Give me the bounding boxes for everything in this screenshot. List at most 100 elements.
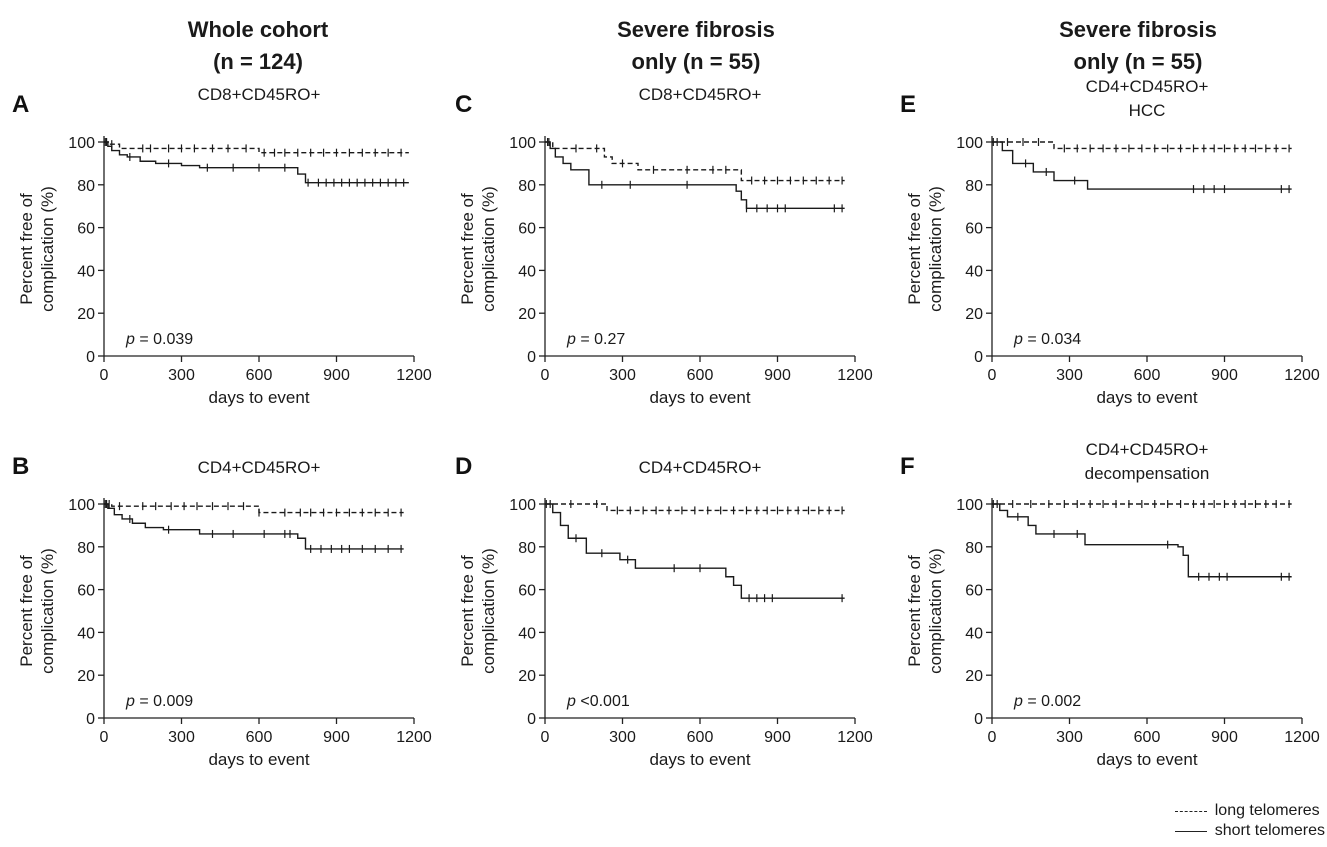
y-tick-label: 60: [518, 583, 536, 600]
x-tick-label: 300: [168, 729, 195, 746]
column-header-line2: only (n = 55): [631, 49, 761, 74]
column-header-line2: (n = 124): [213, 49, 303, 74]
x-axis-label: days to event: [1096, 750, 1197, 769]
y-axis-label: complication (%): [926, 186, 945, 312]
survival-curve-long: [545, 503, 845, 512]
y-tick-label: 100: [68, 135, 95, 152]
x-tick-label: 0: [988, 729, 997, 746]
panel-letter: F: [900, 453, 915, 480]
legend: long telomeres short telomeres: [1174, 801, 1325, 841]
panel-letter: D: [455, 453, 472, 480]
y-tick-label: 40: [965, 625, 983, 642]
x-tick-label: 300: [609, 367, 636, 384]
p-value-label: p = 0.039: [125, 331, 193, 348]
panel-title: CD4+CD45RO+: [1086, 77, 1209, 96]
p-symbol: p: [566, 693, 576, 710]
p-value-label: p = 0.034: [1013, 331, 1081, 348]
y-tick-label: 80: [518, 540, 536, 557]
p-symbol: p: [125, 693, 135, 710]
y-tick-label: 40: [518, 263, 536, 280]
solid-line-swatch: [1174, 830, 1207, 832]
legend-label-short: short telomeres: [1214, 822, 1325, 839]
x-tick-label: 900: [764, 729, 791, 746]
x-tick-label: 600: [246, 367, 273, 384]
panel-title: CD4+CD45RO+: [198, 458, 321, 477]
x-tick-label: 1200: [837, 367, 873, 384]
legend-label-long: long telomeres: [1214, 802, 1320, 819]
x-tick-label: 1200: [837, 729, 873, 746]
survival-curve-short: [545, 141, 845, 210]
y-axis-label: Percent free of: [17, 555, 36, 667]
y-tick-label: 20: [77, 306, 95, 323]
p-value: = 0.009: [135, 693, 193, 710]
x-tick-label: 900: [1211, 367, 1238, 384]
p-value-label: p = 0.002: [1013, 693, 1081, 710]
y-tick-label: 60: [965, 583, 983, 600]
y-tick-label: 60: [77, 583, 95, 600]
y-axis-label: complication (%): [926, 548, 945, 674]
y-tick-label: 20: [965, 306, 983, 323]
x-axis-label: days to event: [208, 388, 309, 407]
y-tick-label: 80: [518, 178, 536, 195]
y-axis-label: Percent free of: [458, 193, 477, 305]
y-tick-label: 100: [509, 135, 536, 152]
survival-curve-long: [992, 141, 1292, 150]
y-tick-label: 40: [965, 263, 983, 280]
x-tick-label: 1200: [1284, 367, 1320, 384]
p-symbol: p: [566, 331, 576, 348]
panel-title: HCC: [1129, 101, 1166, 120]
y-axis-label: Percent free of: [905, 555, 924, 667]
y-tick-label: 80: [77, 540, 95, 557]
p-symbol: p: [1013, 693, 1023, 710]
column-header-line1: Severe fibrosis: [1059, 17, 1217, 42]
column-header-line1: Whole cohort: [187, 17, 329, 42]
panel-title: CD4+CD45RO+: [639, 458, 762, 477]
survival-curve-long: [545, 141, 845, 182]
y-tick-label: 0: [86, 349, 95, 366]
x-tick-label: 1200: [396, 367, 432, 384]
y-tick-label: 0: [974, 349, 983, 366]
x-axis-label: days to event: [208, 750, 309, 769]
panel-title: decompensation: [1085, 464, 1210, 483]
y-tick-label: 20: [77, 668, 95, 685]
legend-item-short: short telomeres: [1174, 821, 1325, 841]
column-header-line1: Severe fibrosis: [617, 17, 775, 42]
p-value: = 0.27: [576, 331, 625, 348]
dashed-line-swatch: [1174, 810, 1207, 812]
x-tick-label: 1200: [396, 729, 432, 746]
y-tick-label: 80: [965, 178, 983, 195]
x-tick-label: 0: [100, 729, 109, 746]
p-value-label: p = 0.009: [125, 693, 193, 710]
column-header-severe-fibrosis-1: Severe fibrosis only (n = 55): [546, 14, 846, 78]
p-value-label: p = 0.27: [566, 331, 625, 348]
y-tick-label: 20: [518, 668, 536, 685]
panel-letter: C: [455, 91, 472, 118]
x-tick-label: 600: [687, 729, 714, 746]
y-tick-label: 60: [518, 221, 536, 238]
p-symbol: p: [125, 331, 135, 348]
survival-curve-short: [545, 503, 845, 599]
y-axis-label: complication (%): [479, 186, 498, 312]
x-tick-label: 0: [988, 367, 997, 384]
x-tick-label: 300: [609, 729, 636, 746]
x-axis-label: days to event: [1096, 388, 1197, 407]
y-tick-label: 40: [77, 263, 95, 280]
x-tick-label: 0: [541, 729, 550, 746]
x-tick-label: 600: [1134, 729, 1161, 746]
y-tick-label: 20: [965, 668, 983, 685]
panel-letter: B: [12, 453, 29, 480]
x-tick-label: 900: [323, 729, 350, 746]
panel-title: CD4+CD45RO+: [1086, 440, 1209, 459]
x-tick-label: 900: [323, 367, 350, 384]
survival-curve-short: [104, 503, 404, 550]
y-tick-label: 0: [86, 711, 95, 728]
y-tick-label: 0: [527, 349, 536, 366]
y-axis-label: complication (%): [38, 548, 57, 674]
y-tick-label: 60: [965, 221, 983, 238]
legend-item-long: long telomeres: [1174, 801, 1325, 821]
y-axis-label: Percent free of: [458, 555, 477, 667]
y-tick-label: 0: [974, 711, 983, 728]
y-tick-label: 100: [956, 135, 983, 152]
x-axis-label: days to event: [649, 388, 750, 407]
